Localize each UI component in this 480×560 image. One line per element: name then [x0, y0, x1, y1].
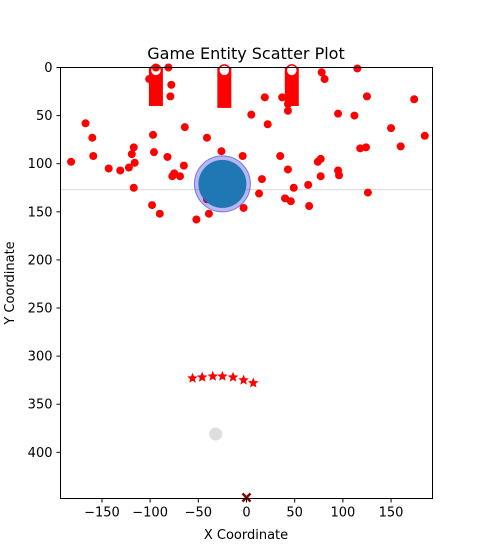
enemy-point — [263, 120, 272, 129]
y-tick-label: 400 — [28, 446, 53, 461]
enemy-point — [89, 152, 98, 161]
x-axis-label: X Coordinate — [204, 528, 288, 543]
y-tick-label: 350 — [28, 398, 53, 413]
enemy-point — [320, 75, 329, 84]
enemy-point — [283, 165, 292, 174]
enemy-point — [255, 189, 264, 198]
y-tick-label: 0 — [44, 61, 52, 76]
x-tick-label: 100 — [330, 506, 355, 521]
enemy-point — [304, 180, 313, 189]
enemy-point — [353, 64, 362, 73]
enemy-point — [155, 209, 164, 218]
plot-frame — [60, 67, 433, 499]
enemy-point — [410, 95, 419, 104]
star-point — [217, 370, 228, 381]
enemy-point — [127, 150, 136, 159]
enemy-point — [104, 164, 113, 173]
enemy-point — [202, 133, 211, 142]
enemy-point — [204, 209, 213, 218]
y-tick-label: 50 — [36, 109, 53, 124]
enemy-point — [247, 110, 256, 119]
enemy-point — [124, 163, 133, 172]
y-axis-label: Y Coordinate — [3, 241, 18, 325]
x-axis: −150 −100 −50 0 50 100 150 — [84, 498, 404, 521]
y-tick-label: 100 — [28, 157, 53, 172]
enemy-point — [420, 131, 429, 140]
enemy-point — [316, 172, 325, 181]
enemy-point — [149, 130, 158, 139]
x-tick-label: −50 — [185, 506, 212, 521]
y-tick-label: 200 — [28, 253, 53, 268]
enemy-point — [167, 80, 176, 89]
barrier-cap — [285, 64, 299, 77]
barrier-bar — [217, 67, 232, 108]
enemy-point — [130, 158, 139, 167]
enemy-point — [166, 92, 175, 101]
enemy-point — [151, 76, 160, 85]
x-marker-stroke — [241, 492, 252, 503]
x-tick-label: −150 — [84, 506, 120, 521]
barrier-cap — [218, 64, 231, 77]
y-tick-label: 300 — [28, 350, 53, 365]
enemy-point — [217, 147, 226, 156]
star-point — [238, 374, 249, 385]
enemy-point — [305, 202, 314, 211]
x-tick-label: −100 — [132, 506, 168, 521]
enemy-point — [180, 123, 189, 132]
enemy-point — [283, 106, 292, 115]
enemy-point — [129, 183, 138, 192]
y-tick-label: 250 — [28, 302, 53, 317]
enemy-point — [317, 68, 326, 77]
x-marker — [241, 492, 252, 503]
enemy-point — [334, 109, 343, 118]
enemy-point — [362, 143, 371, 152]
enemy-point — [163, 152, 172, 161]
enemy-point — [387, 124, 396, 133]
player-point — [198, 159, 247, 208]
chart-title: Game Entity Scatter Plot — [147, 44, 344, 63]
enemy-point — [116, 166, 125, 175]
enemy-point — [396, 142, 405, 151]
enemy-point — [286, 197, 295, 206]
plot-area — [60, 63, 433, 503]
y-tick-label: 150 — [28, 205, 53, 220]
enemy-point — [168, 172, 177, 181]
star-point — [248, 377, 259, 388]
enemy-point — [239, 203, 248, 212]
enemy-point — [313, 157, 322, 166]
enemy-point — [176, 172, 185, 181]
x-tick-label: 150 — [379, 506, 404, 521]
y-axis: 0 50 100 150 200 250 300 350 400 — [28, 61, 61, 461]
star-point — [196, 371, 208, 382]
enemy-point — [149, 148, 158, 157]
enemy-point — [192, 215, 201, 224]
enemy-point — [179, 161, 188, 170]
enemy-point — [145, 75, 154, 84]
ghost-point — [209, 427, 223, 441]
enemy-point — [363, 188, 372, 197]
star-point — [227, 371, 239, 382]
enemy-point — [67, 157, 76, 166]
enemy-point — [260, 93, 269, 102]
enemy-point — [362, 92, 371, 101]
enemy-point — [148, 201, 157, 210]
enemy-point — [276, 152, 285, 161]
star-point — [207, 370, 218, 381]
enemy-point — [335, 171, 344, 180]
enemy-point — [350, 111, 359, 120]
enemy-point — [129, 143, 138, 152]
enemy-point — [81, 119, 90, 128]
enemy-point — [283, 100, 292, 109]
x-tick-label: 50 — [286, 506, 303, 521]
enemy-point — [278, 93, 287, 102]
enemy-point — [88, 133, 97, 142]
enemy-point — [238, 152, 247, 161]
enemy-point — [289, 183, 298, 192]
star-point — [187, 372, 198, 383]
x-tick-label: 0 — [242, 506, 250, 521]
enemy-point — [257, 175, 266, 184]
